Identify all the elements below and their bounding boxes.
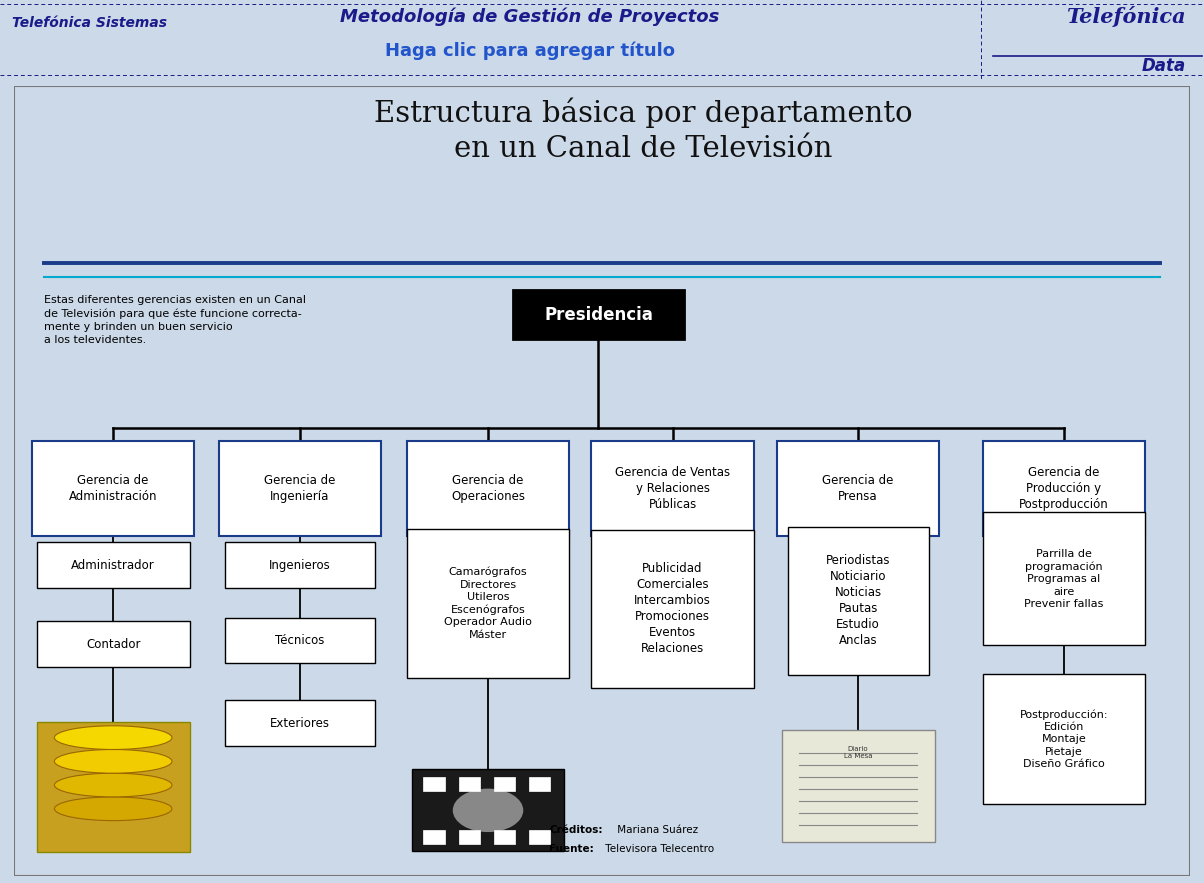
Text: Telefónica: Telefónica <box>1067 6 1186 27</box>
FancyBboxPatch shape <box>412 769 565 850</box>
Ellipse shape <box>453 789 524 832</box>
FancyBboxPatch shape <box>777 442 939 536</box>
Text: Estructura básica por departamento
en un Canal de Televisión: Estructura básica por departamento en un… <box>373 97 913 162</box>
FancyBboxPatch shape <box>37 622 189 668</box>
Ellipse shape <box>54 796 172 820</box>
Text: Técnicos: Técnicos <box>276 634 325 647</box>
Text: Estas diferentes gerencias existen en un Canal
de Televisión para que éste funci: Estas diferentes gerencias existen en un… <box>43 295 306 345</box>
Text: Administrador: Administrador <box>71 559 155 572</box>
FancyBboxPatch shape <box>781 729 934 842</box>
FancyBboxPatch shape <box>225 542 376 588</box>
FancyBboxPatch shape <box>407 442 569 536</box>
FancyBboxPatch shape <box>37 721 189 852</box>
Text: Créditos:: Créditos: <box>549 825 603 834</box>
FancyBboxPatch shape <box>459 830 479 844</box>
Text: Gerencia de
Ingeniería: Gerencia de Ingeniería <box>265 474 336 503</box>
FancyBboxPatch shape <box>37 542 189 588</box>
Text: Televisora Telecentro: Televisora Telecentro <box>602 844 714 854</box>
Text: Gerencia de
Administración: Gerencia de Administración <box>69 474 158 503</box>
Text: Metodología de Gestión de Proyectos: Metodología de Gestión de Proyectos <box>340 8 720 26</box>
Text: Publicidad
Comerciales
Intercambios
Promociones
Eventos
Relaciones: Publicidad Comerciales Intercambios Prom… <box>635 562 710 655</box>
FancyBboxPatch shape <box>459 777 479 791</box>
Text: Diario
La Mesa: Diario La Mesa <box>844 745 873 758</box>
FancyBboxPatch shape <box>982 674 1145 804</box>
Text: Haga clic para agregar título: Haga clic para agregar título <box>385 42 674 60</box>
FancyBboxPatch shape <box>529 830 550 844</box>
FancyBboxPatch shape <box>591 442 754 536</box>
Text: Fuente:: Fuente: <box>549 844 594 854</box>
FancyBboxPatch shape <box>787 526 928 675</box>
FancyBboxPatch shape <box>982 512 1145 645</box>
Ellipse shape <box>54 750 172 774</box>
Text: Exteriores: Exteriores <box>270 717 330 730</box>
FancyBboxPatch shape <box>591 530 754 688</box>
Text: Telefónica Sistemas: Telefónica Sistemas <box>12 16 167 30</box>
FancyBboxPatch shape <box>982 442 1145 536</box>
Text: Contador: Contador <box>85 638 141 651</box>
FancyBboxPatch shape <box>225 617 376 663</box>
FancyBboxPatch shape <box>407 529 569 677</box>
FancyBboxPatch shape <box>225 700 376 746</box>
Ellipse shape <box>54 774 172 796</box>
Text: Mariana Suárez: Mariana Suárez <box>614 825 698 834</box>
Text: Gerencia de
Producción y
Postproducción: Gerencia de Producción y Postproducción <box>1019 466 1109 511</box>
Text: Periodistas
Noticiario
Noticias
Pautas
Estudio
Anclas: Periodistas Noticiario Noticias Pautas E… <box>826 555 891 647</box>
Text: Gerencia de
Prensa: Gerencia de Prensa <box>822 474 893 503</box>
Text: Presidencia: Presidencia <box>544 306 653 324</box>
FancyBboxPatch shape <box>513 291 684 339</box>
Text: Data: Data <box>1141 57 1186 75</box>
FancyBboxPatch shape <box>424 830 444 844</box>
FancyBboxPatch shape <box>219 442 382 536</box>
Text: Postproducción:
Edición
Montaje
Pietaje
Diseño Gráfico: Postproducción: Edición Montaje Pietaje … <box>1020 709 1108 769</box>
FancyBboxPatch shape <box>494 830 515 844</box>
Text: Gerencia de
Operaciones: Gerencia de Operaciones <box>452 474 525 503</box>
Ellipse shape <box>54 726 172 750</box>
Text: Parrilla de
programación
Programas al
aire
Prevenir fallas: Parrilla de programación Programas al ai… <box>1025 548 1104 609</box>
FancyBboxPatch shape <box>529 777 550 791</box>
FancyBboxPatch shape <box>424 777 444 791</box>
Text: Ingenieros: Ingenieros <box>270 559 331 572</box>
Text: Gerencia de Ventas
y Relaciones
Públicas: Gerencia de Ventas y Relaciones Públicas <box>615 466 730 511</box>
FancyBboxPatch shape <box>33 442 194 536</box>
Text: Camarógrafos
Directores
Utileros
Escenógrafos
Operador Audio
Máster: Camarógrafos Directores Utileros Escenóg… <box>444 567 532 640</box>
FancyBboxPatch shape <box>494 777 515 791</box>
